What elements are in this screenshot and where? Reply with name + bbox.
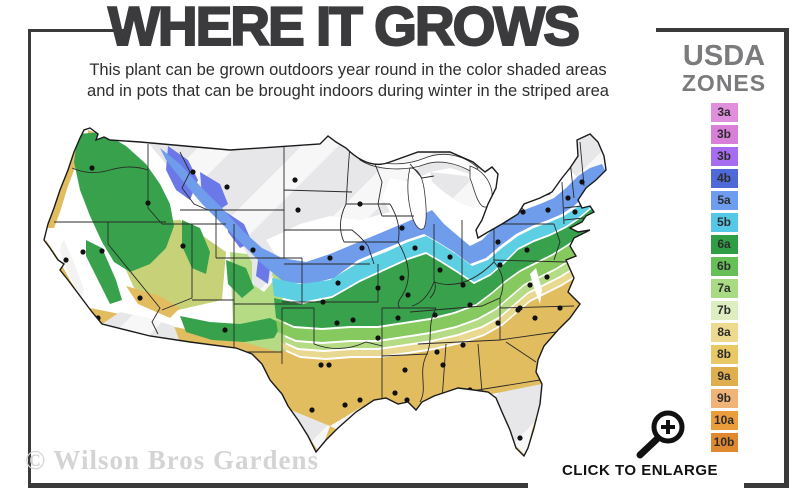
zone-chip-10a: 10a [710, 411, 738, 431]
city-dot [327, 255, 333, 261]
city-dot [497, 262, 503, 268]
city-dot [309, 407, 315, 413]
zone-chip-9a: 9a [710, 367, 738, 387]
city-dot [447, 254, 453, 260]
city-dot [392, 390, 398, 396]
zone-chip-list: 3a 3b 3b 4b 5a 5b 6a 6b 7a 7b 8a 8b 9a 9b 10a 10b [710, 103, 738, 453]
city-dot [402, 367, 408, 373]
zone-chip-9b: 9b [710, 389, 738, 409]
city-dot [437, 267, 443, 273]
zone-chip-6b: 6b [710, 257, 738, 277]
zone-chip-7b: 7b [710, 301, 738, 321]
city-dot [399, 225, 405, 231]
frame-border-top-right [656, 28, 789, 32]
city-dot [404, 397, 410, 403]
subtitle: This plant can be grown outdoors year ro… [28, 60, 668, 101]
city-dot [180, 243, 186, 249]
click-to-enlarge-label: CLICK TO ENLARGE [561, 462, 719, 479]
city-dot [326, 362, 332, 368]
city-dot [515, 307, 521, 313]
city-dot [467, 302, 473, 308]
city-dot [460, 342, 466, 348]
zone-chip-3a: 3a [710, 103, 738, 123]
zone-chip-3b: 3b [710, 125, 738, 145]
city-dot [495, 320, 501, 326]
city-dot [395, 315, 401, 321]
zone-chip-3b: 3b [710, 147, 738, 167]
city-dot [495, 239, 501, 245]
city-dot [222, 327, 228, 333]
city-dot [224, 184, 230, 190]
city-dot [99, 248, 105, 254]
city-dot [432, 312, 438, 318]
us-hardiness-zone-map[interactable] [30, 112, 670, 484]
city-dot [80, 249, 86, 255]
usda-zones-legend: USDA ZONES 3a 3b 3b 4b 5a 5b 6a 6b 7a 7b 8a 8b 9a 9b 1… [668, 42, 780, 455]
zone-chip-5b: 5b [710, 213, 738, 233]
city-dot [545, 207, 551, 213]
city-dot [375, 285, 381, 291]
city-dot [335, 280, 341, 286]
subtitle-line2: and in pots that can be brought indoors … [87, 81, 609, 100]
page-title: WHERE IT GROWS [107, 0, 581, 58]
zone-chip-6a: 6a [710, 235, 738, 255]
city-dot [557, 305, 563, 311]
city-dot [517, 435, 523, 441]
city-dot [160, 339, 166, 345]
city-dot-markers [63, 165, 585, 441]
city-dot [572, 209, 578, 215]
frame-border-left [28, 29, 31, 487]
city-dot [440, 362, 446, 368]
click-to-enlarge-button[interactable]: CLICK TO ENLARGE [540, 408, 740, 479]
frame-border-bottom-right [744, 483, 789, 488]
city-dot [524, 247, 530, 253]
city-dot [399, 275, 405, 281]
zone-chip-5a: 5a [710, 191, 738, 211]
city-dot [63, 257, 69, 263]
subtitle-line1: This plant can be grown outdoors year ro… [89, 61, 607, 79]
city-dot [357, 397, 363, 403]
city-dot [460, 282, 466, 288]
city-dot [89, 165, 95, 171]
city-dot [190, 169, 196, 175]
legend-title-usda: USDA [682, 40, 766, 72]
city-dot [145, 200, 151, 206]
city-dot [375, 335, 381, 341]
city-dot [359, 245, 365, 251]
city-dot [544, 274, 550, 280]
zone-chip-7a: 7a [710, 279, 738, 299]
city-dot [318, 362, 324, 368]
zone-chip-8b: 8b [710, 345, 738, 365]
zone-chip-10b: 10b [710, 433, 738, 453]
city-dot [250, 247, 256, 253]
watermark-copyright: © Wilson Bros Gardens [25, 445, 319, 475]
city-dot [137, 295, 143, 301]
city-dot [292, 177, 298, 183]
city-dot [320, 299, 326, 305]
city-dot [493, 414, 499, 420]
city-dot [527, 282, 533, 288]
frame-border-right [784, 28, 789, 487]
frame-border-top-left [28, 29, 126, 32]
frame-border-bottom-left [28, 483, 528, 488]
city-dot [342, 402, 348, 408]
state-borders [54, 141, 585, 403]
city-dot [405, 292, 411, 298]
city-dot [350, 317, 356, 323]
legend-title-zones: ZONES [681, 70, 767, 96]
city-dot [334, 320, 340, 326]
city-dot [357, 201, 363, 207]
zone-chip-8a: 8a [710, 323, 738, 343]
city-dot [579, 179, 585, 185]
magnifier-plus-icon [636, 410, 685, 459]
city-dot [434, 349, 440, 355]
city-dot [520, 209, 526, 215]
city-dot [412, 245, 418, 251]
city-dot [565, 195, 571, 201]
city-dot [532, 315, 538, 321]
city-dot [295, 207, 301, 213]
zone-chip-4b: 4b [710, 169, 738, 189]
